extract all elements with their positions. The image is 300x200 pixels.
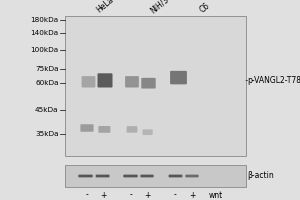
- Bar: [64, 165, 246, 187]
- Text: NIH/3T3: NIH/3T3: [148, 0, 178, 15]
- Text: β-actin: β-actin: [248, 171, 274, 180]
- Text: 75kDa: 75kDa: [35, 66, 58, 72]
- Text: 100kDa: 100kDa: [30, 47, 58, 53]
- FancyBboxPatch shape: [170, 71, 187, 84]
- FancyBboxPatch shape: [96, 175, 110, 177]
- Text: +: +: [189, 190, 195, 200]
- FancyBboxPatch shape: [98, 126, 110, 133]
- FancyBboxPatch shape: [140, 175, 154, 177]
- Text: 140kDa: 140kDa: [30, 30, 58, 36]
- Text: C6: C6: [198, 2, 211, 15]
- Text: 180kDa: 180kDa: [30, 17, 58, 23]
- Text: 60kDa: 60kDa: [35, 80, 58, 86]
- FancyBboxPatch shape: [82, 76, 95, 87]
- FancyBboxPatch shape: [141, 78, 156, 89]
- FancyBboxPatch shape: [185, 175, 199, 177]
- FancyBboxPatch shape: [169, 175, 182, 177]
- FancyBboxPatch shape: [98, 73, 112, 87]
- Text: wnt: wnt: [208, 190, 223, 200]
- Text: -: -: [129, 190, 132, 200]
- Text: 45kDa: 45kDa: [35, 107, 58, 113]
- Text: +: +: [100, 190, 107, 200]
- Text: -: -: [85, 190, 88, 200]
- Text: p-VANGL2-T78/S79/S82: p-VANGL2-T78/S79/S82: [248, 76, 300, 85]
- Bar: [64, 16, 246, 156]
- FancyBboxPatch shape: [80, 124, 94, 132]
- FancyBboxPatch shape: [125, 76, 139, 87]
- FancyBboxPatch shape: [123, 175, 138, 177]
- Text: +: +: [144, 190, 150, 200]
- FancyBboxPatch shape: [127, 126, 137, 133]
- Text: HeLa: HeLa: [94, 0, 115, 15]
- FancyBboxPatch shape: [78, 175, 93, 177]
- Text: -: -: [174, 190, 177, 200]
- Text: 35kDa: 35kDa: [35, 131, 58, 137]
- FancyBboxPatch shape: [142, 129, 153, 135]
